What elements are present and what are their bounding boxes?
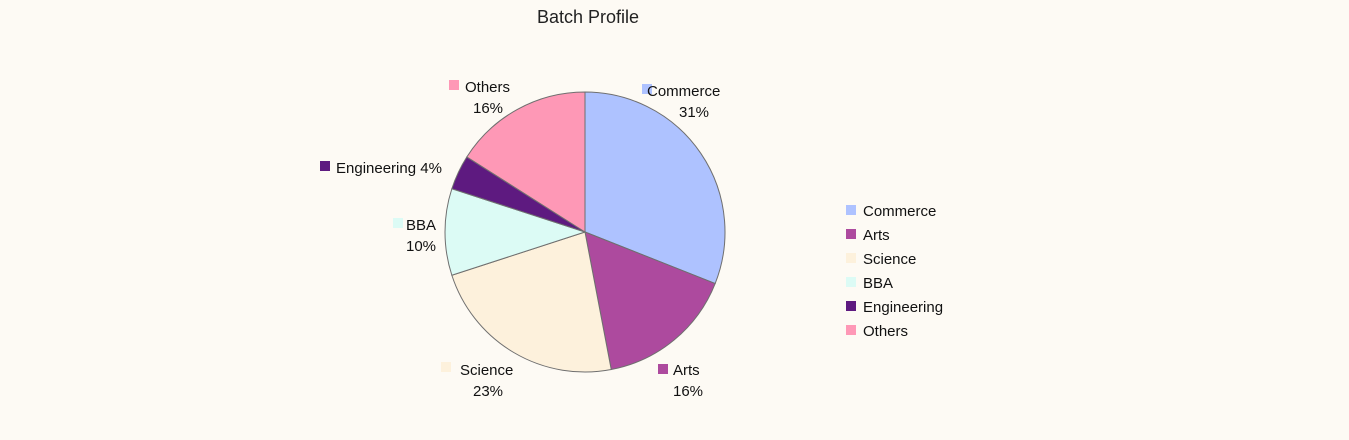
legend-label-commerce: Commerce [863, 203, 936, 220]
slice-label-name-others: Others [465, 79, 510, 96]
legend-label-engineering: Engineering [863, 299, 943, 316]
slice-labels: Commerce 31% Arts 16% Science 23% BBA 10% Engine… [320, 79, 720, 400]
slice-label-name-commerce: Commerce [647, 83, 720, 100]
slice-label-value-others: 16% [473, 100, 503, 117]
slice-label-name-arts: Arts [673, 362, 700, 379]
pie-slice-bba [444, 188, 587, 276]
slice-label-name-bba: BBA [406, 217, 436, 234]
slice-label-value-commerce: 31% [679, 104, 709, 121]
slice-label-swatch-arts [658, 364, 668, 374]
slice-label-swatch-bba [393, 218, 403, 228]
pie-slice-others [466, 91, 586, 233]
legend-swatch-others [846, 325, 856, 335]
slice-label-value-bba: 10% [406, 238, 436, 255]
legend: Commerce Arts Science BBA Engineering Others [846, 203, 943, 340]
chart-title: Batch Profile [537, 7, 639, 27]
legend-label-bba: BBA [863, 275, 893, 292]
slice-label-name-science: Science [460, 362, 513, 379]
legend-swatch-bba [846, 277, 856, 287]
slice-label-swatch-others [449, 80, 459, 90]
slice-label-value-science: 23% [473, 383, 503, 400]
slice-label-swatch-engineering [320, 161, 330, 171]
legend-label-science: Science [863, 251, 916, 268]
slice-label-swatch-science [441, 362, 451, 372]
pie-slice-arts [584, 231, 716, 371]
slice-label-swatch-commerce [642, 84, 652, 94]
legend-swatch-science [846, 253, 856, 263]
slice-label-value-arts: 16% [673, 383, 703, 400]
slice-label-name-engineering: Engineering 4% [336, 160, 442, 177]
legend-label-arts: Arts [863, 227, 890, 244]
legend-label-others: Others [863, 323, 908, 340]
legend-swatch-engineering [846, 301, 856, 311]
legend-swatch-arts [846, 229, 856, 239]
legend-swatch-commerce [846, 205, 856, 215]
pie-slice-commerce [584, 91, 726, 285]
pie-slices [444, 91, 726, 373]
pie-slice-science [451, 231, 612, 373]
